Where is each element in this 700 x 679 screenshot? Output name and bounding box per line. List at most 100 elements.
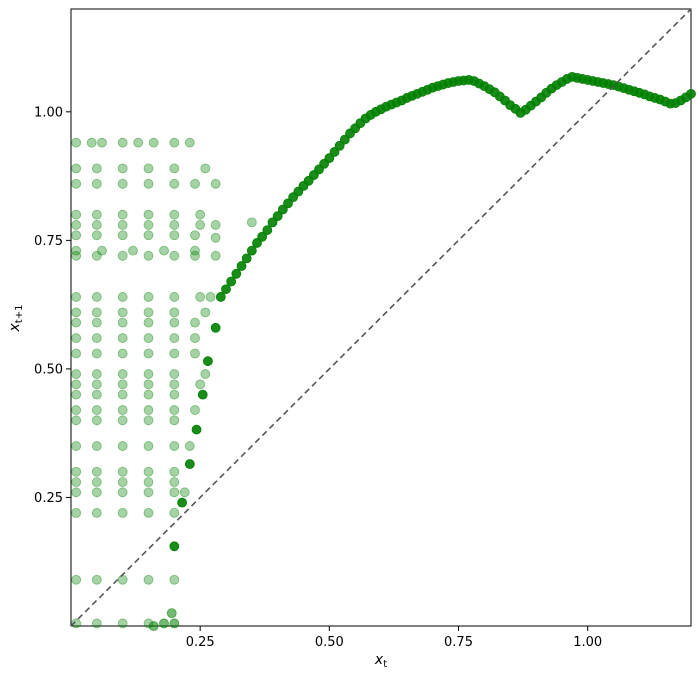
scatter-point [169,163,180,174]
scatter-point [91,348,102,359]
scatter-point [191,424,202,435]
scatter-point [71,574,82,585]
scatter-point [117,369,128,379]
scatter-point [143,348,154,359]
scatter-point [210,232,221,243]
scatter-point [91,250,102,261]
scatter-point [71,245,82,256]
scatter-point [143,292,154,302]
x-tick-label: 1.00 [573,635,602,650]
scatter-point [117,307,128,318]
scatter-point [91,574,102,585]
scatter-point [169,415,180,426]
scatter-point [169,209,180,220]
scatter-point [143,178,154,189]
scatter-point [272,211,283,222]
scatter-point [91,230,102,241]
scatter-point [148,621,159,631]
scatter-point [190,230,200,241]
scatter-point [143,369,154,379]
scatter-point [71,137,82,148]
scatter-point [91,292,102,302]
scatter-point [117,178,128,189]
scatter-point [169,230,180,241]
scatter-point [143,477,154,487]
scatter-point [169,618,180,629]
scatter-point [71,477,82,487]
scatter-point [117,389,128,400]
scatter-point [190,348,200,359]
scatter-point [190,317,200,328]
scatter-point [169,292,180,302]
x-tick-label: 0.50 [315,635,344,650]
scatter-point [91,379,102,390]
scatter-point [246,217,257,228]
scatter-point [169,466,180,477]
scatter-point [143,389,154,400]
scatter-point [197,389,208,400]
scatter-point [91,618,102,629]
scatter-point [117,487,128,498]
scatter-point [117,292,128,302]
x-tick-label: 0.75 [444,635,473,650]
scatter-point [117,618,128,629]
ticks-layer: 0.25 0.50 0.75 1.00 0.25 0.50 0.75 1.00 [34,105,602,650]
scatter-point [91,477,102,487]
scatter-point [169,178,180,189]
scatter-point [226,276,237,287]
scatter-point [190,245,200,256]
scatter-point [71,618,82,629]
scatter-point [117,507,128,518]
scatter-point [117,317,128,328]
scatter-point [148,137,159,148]
scatter-point [184,137,195,148]
scatter-point [231,268,242,279]
scatter-point [128,245,138,256]
scatter-point [190,250,200,261]
scatter-point [91,333,102,343]
scatter-point [97,245,107,256]
scatter-point [143,209,154,220]
scatter-point [71,307,82,318]
scatter-point [71,441,82,451]
scatter-point [117,477,128,487]
scatter-point [210,178,221,189]
scatter-point [184,441,195,451]
scatter-point [177,497,187,508]
scatter-point [71,405,82,415]
scatter-point [169,389,180,400]
plot-area-frame [70,8,692,627]
scatter-point [203,356,213,367]
scatter-point [205,292,216,302]
scatter-point [246,245,257,256]
scatter-point [195,209,206,220]
scatter-point [169,507,180,518]
x-tick-label: 0.25 [186,635,215,650]
scatter-point [117,415,128,426]
points-layer [71,71,696,631]
scatter-point [71,317,82,328]
scatter-point [71,348,82,359]
scatter-point [169,574,180,585]
scatter-point [71,487,82,498]
scatter-point [215,292,226,302]
scatter-point [86,137,97,148]
scatter-point [200,369,211,379]
scatter-point [190,178,200,189]
scatter-point [169,477,180,487]
scatter-point [200,163,211,174]
scatter-point [143,317,154,328]
y-tick-label: 0.25 [34,491,63,506]
scatter-point [143,405,154,415]
scatter-point [71,333,82,343]
scatter-point [190,405,200,415]
scatter-point [236,261,247,271]
y-tick-label: 0.75 [34,234,63,249]
scatter-point [184,459,195,469]
scatter-point [143,220,154,230]
scatter-point [117,220,128,230]
scatter-point [117,574,128,585]
scatter-point [262,225,273,235]
scatter-point [91,178,102,189]
scatter-point [71,466,82,477]
